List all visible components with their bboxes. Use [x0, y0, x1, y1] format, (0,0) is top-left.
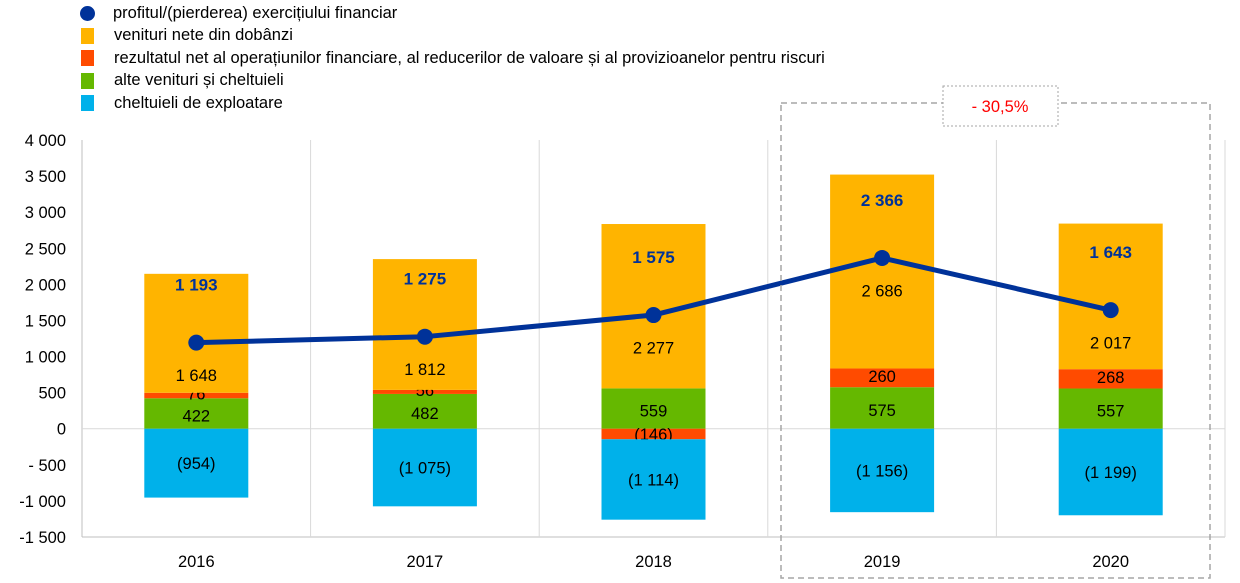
- bar-segment: [144, 392, 249, 399]
- legend-item-other: alte venituri și cheltuieli: [80, 70, 825, 93]
- y-tick-label: 3 000: [25, 204, 66, 222]
- bar-segment: [1058, 369, 1163, 389]
- legend-item-profit: profitul/(pierderea) exercițiului financ…: [80, 2, 825, 25]
- legend-label: alte venituri și cheltuieli: [114, 71, 284, 90]
- data-label: 1 812: [404, 361, 445, 379]
- legend-swatch: [81, 95, 94, 112]
- bar-segment: [144, 273, 249, 393]
- legend-item-interest: venituri nete din dobânzi: [80, 25, 825, 48]
- y-tick-label: 1 500: [25, 312, 66, 330]
- y-tick-label: 2 500: [25, 240, 66, 258]
- annotation-label: - 30,5%: [972, 98, 1029, 116]
- data-label: 482: [411, 405, 439, 423]
- data-label: 2 686: [861, 282, 902, 300]
- legend-swatch: [81, 72, 94, 89]
- legend-label: venituri nete din dobânzi: [114, 26, 293, 45]
- y-tick-label: 3 500: [25, 168, 66, 186]
- bar-segment: [830, 428, 935, 513]
- x-tick-label: 2016: [178, 553, 215, 571]
- data-label: 1 648: [176, 367, 217, 385]
- bar-segment: [372, 259, 477, 390]
- bar-segment: [601, 439, 706, 520]
- legend-label: rezultatul net al operațiunilor financia…: [114, 48, 825, 67]
- bar-segment: [601, 428, 706, 440]
- profit-label: 1 575: [632, 248, 675, 267]
- profit-point: [645, 307, 662, 324]
- bar-segment: [1058, 223, 1163, 370]
- legend-label: cheltuieli de exploatare: [114, 93, 283, 112]
- legend-item-financial-ops: rezultatul net al operațiunilor financia…: [80, 47, 825, 70]
- bar-segment: [372, 389, 477, 394]
- data-label: 557: [1097, 402, 1125, 420]
- legend-swatch: [81, 27, 94, 44]
- data-label: 559: [640, 402, 668, 420]
- bar-segment: [830, 174, 935, 369]
- profit-point: [874, 249, 891, 266]
- profit-point: [188, 334, 205, 351]
- data-label: (954): [177, 455, 216, 473]
- data-label: 260: [868, 368, 896, 386]
- x-tick-label: 2019: [864, 553, 901, 571]
- legend-label: profitul/(pierderea) exercițiului financ…: [113, 3, 398, 22]
- y-tick-label: 500: [38, 385, 66, 403]
- bar-segment: [830, 368, 935, 388]
- profit-point: [416, 328, 433, 345]
- bar-segment: [144, 398, 249, 429]
- data-label: 2 017: [1090, 335, 1131, 353]
- bar-segment: [372, 393, 477, 429]
- data-label: (1 156): [856, 462, 908, 480]
- y-tick-label: -1 000: [19, 493, 66, 511]
- profit-label: 1 193: [175, 276, 218, 295]
- data-label: 575: [868, 402, 896, 420]
- x-tick-label: 2017: [407, 553, 444, 571]
- y-tick-label: 0: [57, 421, 66, 439]
- data-label: (1 199): [1085, 464, 1137, 482]
- data-label: 2 277: [633, 340, 674, 358]
- profit-label: 1 643: [1089, 243, 1132, 262]
- bar-segment: [1058, 428, 1163, 516]
- y-tick-label: 4 000: [25, 132, 66, 150]
- y-tick-label: 1 000: [25, 349, 66, 367]
- bar-segment: [601, 388, 706, 429]
- profit-label: 1 275: [404, 270, 447, 289]
- x-tick-label: 2018: [635, 553, 672, 571]
- y-tick-label: 2 000: [25, 276, 66, 294]
- x-tick-label: 2020: [1092, 553, 1129, 571]
- data-label: 422: [183, 407, 211, 425]
- profit-label: 2 366: [861, 191, 904, 210]
- legend-swatch: [81, 50, 94, 67]
- profit-point: [1102, 302, 1119, 319]
- bar-segment: [372, 428, 477, 507]
- bar-segment: [830, 387, 935, 429]
- bar-segment: [144, 428, 249, 498]
- legend-item-opex: cheltuieli de exploatare: [80, 92, 825, 115]
- legend-marker: [80, 5, 95, 21]
- data-label: (1 075): [399, 460, 451, 478]
- annotation-box: [942, 85, 1059, 127]
- y-tick-label: -1 500: [19, 529, 66, 547]
- data-label: 268: [1097, 369, 1125, 387]
- legend: profitul/(pierderea) exercițiului financ…: [80, 2, 825, 115]
- y-tick-label: - 500: [28, 457, 66, 475]
- data-label: (1 114): [628, 471, 679, 489]
- bar-segment: [1058, 388, 1163, 429]
